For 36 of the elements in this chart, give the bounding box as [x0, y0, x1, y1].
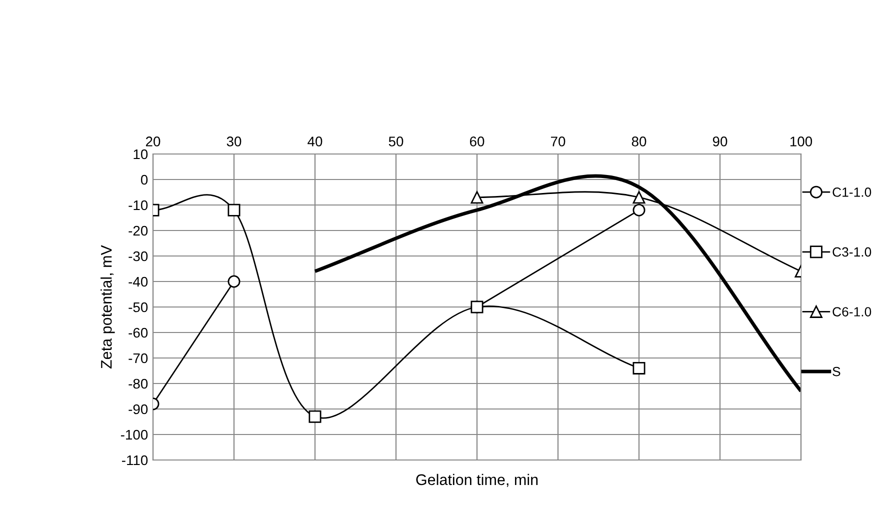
y-tick-label: -60 [128, 328, 148, 338]
y-tick-label: -40 [128, 276, 148, 287]
y-tick-label: -110 [122, 455, 148, 466]
x-tick-label: 70 [550, 136, 566, 146]
x-tick-label: 60 [470, 136, 484, 146]
x-tick-label: 80 [632, 136, 646, 146]
y-tick-label: -100 [120, 430, 148, 440]
point [632, 204, 646, 216]
point [470, 300, 484, 314]
x-tick-label: 20 [146, 136, 160, 146]
legend-label: C3-1.0 [832, 247, 872, 257]
y-tick-label: -20 [128, 226, 148, 236]
y-tick-label: 10 [134, 149, 148, 160]
x-tick-label: 30 [226, 136, 242, 146]
legend-label: S [832, 366, 840, 376]
point [632, 362, 646, 374]
y-tick-label: -70 [128, 353, 148, 364]
x-tick-label: 100 [790, 136, 812, 146]
x-tick-label: 90 [712, 136, 728, 146]
y-tick-label: -90 [128, 404, 148, 414]
x-tick-label: 40 [308, 136, 322, 146]
legend-label: C6-1.0 [832, 307, 872, 316]
point [228, 204, 240, 216]
y-tick-label: -50 [128, 302, 148, 312]
x-tick-label: 50 [388, 136, 404, 146]
y-tick-label: -30 [128, 251, 148, 262]
y-axis-title: Zeta potential, mV [100, 245, 115, 369]
point [632, 191, 646, 204]
point [308, 410, 322, 423]
legend-label: C1-1.0 [832, 188, 872, 197]
y-tick-label: -10 [128, 200, 148, 210]
point [470, 191, 484, 204]
y-tick-label: 0 [140, 174, 148, 185]
y-tick-label: -80 [128, 378, 148, 389]
x-axis-title: Gelation time, min [416, 474, 538, 487]
point [228, 275, 240, 288]
